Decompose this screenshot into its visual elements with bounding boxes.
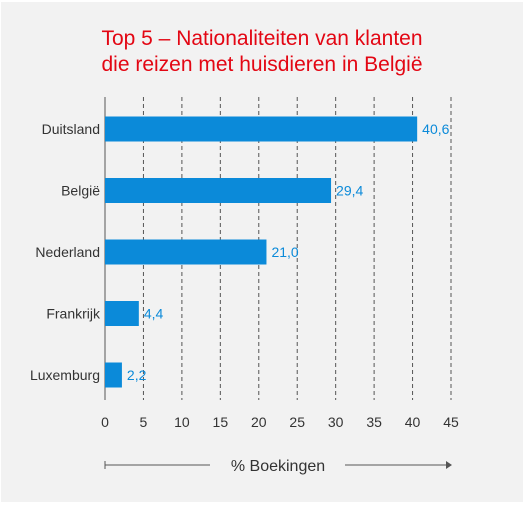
data-label: 21,0: [271, 244, 298, 260]
x-tick-label: 15: [213, 414, 229, 430]
x-tick-label: 40: [405, 414, 421, 430]
category-label: Duitsland: [42, 121, 100, 137]
bar: [105, 362, 122, 388]
category-label: Nederland: [35, 244, 100, 260]
chart-title: Top 5 – Nationaliteiten van klanten die …: [1, 26, 523, 78]
bar: [105, 178, 332, 203]
category-label: België: [61, 183, 100, 199]
chart-title-line-2: die reizen met huisdieren in België: [101, 53, 423, 76]
category-label: Frankrijk: [46, 306, 101, 322]
data-label: 40,6: [422, 121, 449, 137]
x-tick-label: 20: [251, 414, 267, 430]
x-axis-arrow-head: [446, 461, 452, 469]
bar: [105, 116, 418, 142]
x-axis-title: % Boekingen: [231, 458, 325, 475]
bar: [105, 301, 139, 326]
x-tick-label: 0: [101, 414, 109, 430]
chart-card: Top 5 – Nationaliteiten van klanten die …: [1, 2, 523, 502]
data-label: 2,2: [127, 367, 147, 383]
x-tick-label: 30: [328, 414, 344, 430]
x-tick-label: 35: [366, 414, 382, 430]
category-label: Luxemburg: [30, 367, 100, 383]
chart-title-line-1: Top 5 – Nationaliteiten van klanten: [101, 27, 423, 50]
data-label: 29,4: [336, 183, 363, 199]
bar: [105, 239, 267, 265]
x-tick-label: 10: [174, 414, 190, 430]
x-tick-label: 25: [289, 414, 305, 430]
data-label: 4,4: [144, 306, 164, 322]
x-tick-label: 45: [443, 414, 459, 430]
x-tick-label: 5: [140, 414, 148, 430]
